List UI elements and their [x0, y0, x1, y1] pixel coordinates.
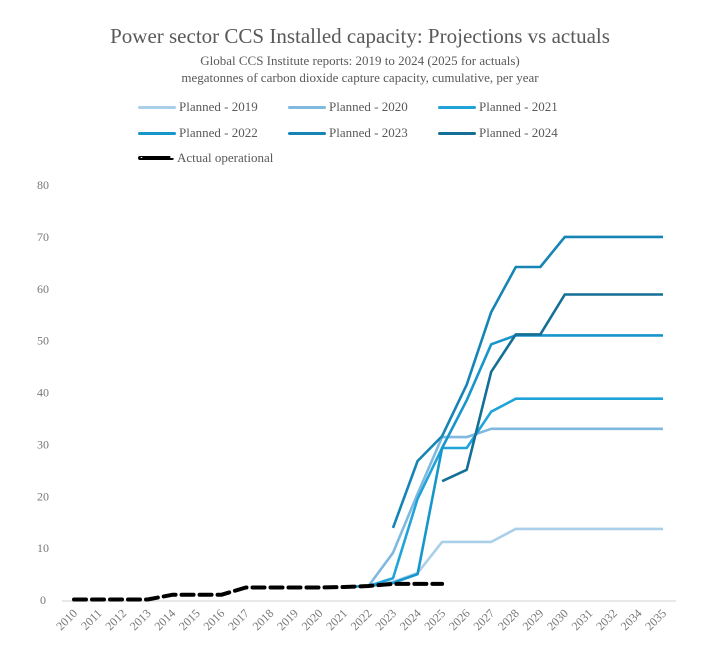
chart-subtitle-source: Global CCS Institute reports: 2019 to 20…: [200, 53, 520, 68]
legend-item-planned-2023: Planned - 2023: [288, 124, 408, 142]
legend-item-planned-2021: Planned - 2021: [438, 98, 558, 116]
series-line-actual-operational: [72, 581, 445, 602]
legend-swatch: [438, 131, 476, 135]
legend-swatch: [138, 156, 174, 160]
legend-label: Planned - 2023: [329, 125, 408, 140]
x-tick-label: 2030: [544, 606, 571, 633]
x-tick-label: 2025: [421, 606, 448, 633]
series-line-planned-2020: [343, 427, 663, 589]
x-tick-label: 2035: [642, 606, 669, 633]
x-tick-label: 2013: [127, 606, 154, 633]
legend-swatch: [138, 131, 176, 135]
y-tick-label: 50: [37, 334, 49, 348]
x-tick-label: 2021: [323, 606, 350, 633]
legend-item-actual-operational: Actual operational: [138, 149, 273, 167]
legend-swatch: [138, 105, 176, 109]
x-tick-label: 2023: [372, 606, 399, 633]
legend-label: Planned - 2024: [479, 125, 558, 140]
series-line-planned-2024: [441, 293, 663, 483]
x-axis: 2010201120122013201420152016201720182019…: [53, 606, 669, 633]
x-tick-label: 2015: [176, 606, 203, 633]
x-tick-label: 2014: [151, 606, 178, 633]
legend-label: Planned - 2020: [329, 99, 408, 114]
y-tick-label: 60: [37, 282, 49, 296]
series-lines: [72, 235, 663, 602]
x-tick-label: 2012: [102, 606, 129, 633]
x-tick-label: 2018: [250, 606, 277, 633]
legend-item-planned-2020: Planned - 2020: [288, 98, 408, 116]
series-line-planned-2022: [368, 334, 663, 588]
x-tick-label: 2031: [569, 606, 596, 633]
x-tick-label: 2019: [274, 606, 301, 633]
legend-label: Planned - 2022: [179, 125, 258, 140]
y-tick-label: 70: [37, 230, 49, 244]
x-tick-label: 2017: [225, 606, 252, 633]
x-tick-label: 2022: [348, 606, 375, 633]
legend-swatch: [288, 131, 326, 135]
x-tick-label: 2010: [53, 606, 80, 633]
y-tick-label: 20: [37, 489, 49, 503]
x-tick-label: 2034: [618, 606, 645, 633]
y-tick-label: 40: [37, 386, 49, 400]
x-tick-label: 2026: [446, 606, 473, 633]
legend-item-planned-2019: Planned - 2019: [138, 98, 258, 116]
legend-label: Planned - 2019: [179, 99, 258, 114]
series-line-planned-2023: [391, 235, 663, 529]
chart-subtitle-units: megatonnes of carbon dioxide capture cap…: [181, 70, 539, 85]
legend-label: Planned - 2021: [479, 99, 558, 114]
series-line-planned-2021: [343, 397, 663, 589]
legend-label: Actual operational: [177, 150, 274, 165]
x-tick-label: 2024: [397, 606, 424, 633]
x-tick-label: 2020: [299, 606, 326, 633]
x-tick-label: 2027: [470, 606, 497, 633]
x-tick-label: 2029: [520, 606, 547, 633]
legend-item-planned-2024: Planned - 2024: [438, 124, 558, 142]
y-axis: 0 10 20 30 40 50 60 70 80: [37, 178, 49, 607]
y-tick-label: 10: [37, 541, 49, 555]
y-tick-label: 30: [37, 437, 49, 451]
legend-swatch: [288, 105, 326, 109]
x-tick-label: 2032: [593, 606, 620, 633]
legend-swatch: [438, 105, 476, 109]
legend-item-planned-2022: Planned - 2022: [138, 124, 258, 142]
x-tick-label: 2028: [495, 606, 522, 633]
y-tick-label: 0: [40, 593, 46, 607]
chart-title: Power sector CCS Installed capacity: Pro…: [110, 24, 610, 48]
y-tick-label: 80: [37, 178, 49, 192]
x-tick-label: 2011: [78, 606, 105, 633]
x-tick-label: 2016: [201, 606, 228, 633]
